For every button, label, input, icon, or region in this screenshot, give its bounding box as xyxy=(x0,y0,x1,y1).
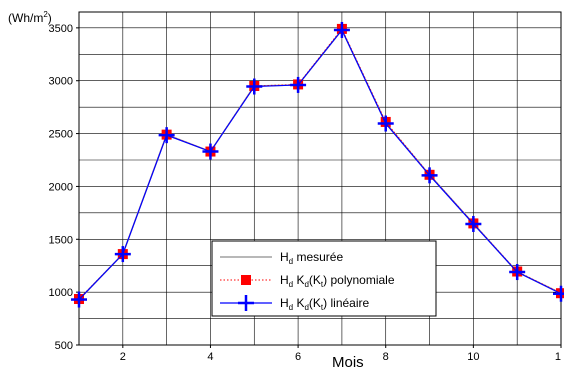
marker-linear xyxy=(114,246,131,263)
y-axis-label: (Wh/m2) xyxy=(8,10,52,25)
y-tick-label: 3500 xyxy=(49,23,73,35)
legend-swatch-polynomial-marker xyxy=(241,275,251,285)
marker-linear xyxy=(509,264,526,281)
y-tick-label: 500 xyxy=(55,340,73,352)
legend-label-measured: Hd mesurée xyxy=(280,250,343,266)
x-tick-label: 6 xyxy=(295,351,301,363)
x-ticks: 2 4 6 8 10 1 xyxy=(120,345,562,363)
y-ticks: 500 1000 1500 2000 2500 3000 3500 xyxy=(49,23,79,352)
marker-linear xyxy=(158,127,175,144)
marker-linear xyxy=(71,291,87,308)
series-layer xyxy=(71,21,564,308)
marker-linear xyxy=(290,76,307,93)
marker-linear xyxy=(202,143,219,160)
series-line-linear xyxy=(78,28,562,300)
x-tick-label: 8 xyxy=(383,351,389,363)
y-tick-label: 1000 xyxy=(49,287,73,299)
y-tick-label: 2000 xyxy=(49,181,73,193)
y-tick-label: 1500 xyxy=(49,234,73,246)
y-tick-label: 2500 xyxy=(49,129,73,141)
x-tick-label: 4 xyxy=(207,351,213,363)
x-tick-label: 10 xyxy=(467,351,479,363)
legend-label-linear: Hd Kd(Kt) linéaire xyxy=(280,296,370,312)
legend: Hd mesurée Hd Kd(Kt) polynomiale Hd Kd(K… xyxy=(211,240,437,317)
marker-linear xyxy=(333,21,350,38)
marker-linear xyxy=(421,167,438,184)
y-tick-label: 3000 xyxy=(49,76,73,88)
marker-linear xyxy=(246,78,263,95)
x-tick-label: 2 xyxy=(120,351,126,363)
x-axis-label: Mois xyxy=(332,354,364,371)
legend-label-polynomial: Hd Kd(Kt) polynomiale xyxy=(280,273,395,289)
marker-linear xyxy=(377,115,394,132)
plot-frame xyxy=(78,11,562,346)
x-tick-label: 1 xyxy=(555,351,561,363)
marker-linear xyxy=(465,215,482,232)
marker-linear xyxy=(553,285,564,302)
